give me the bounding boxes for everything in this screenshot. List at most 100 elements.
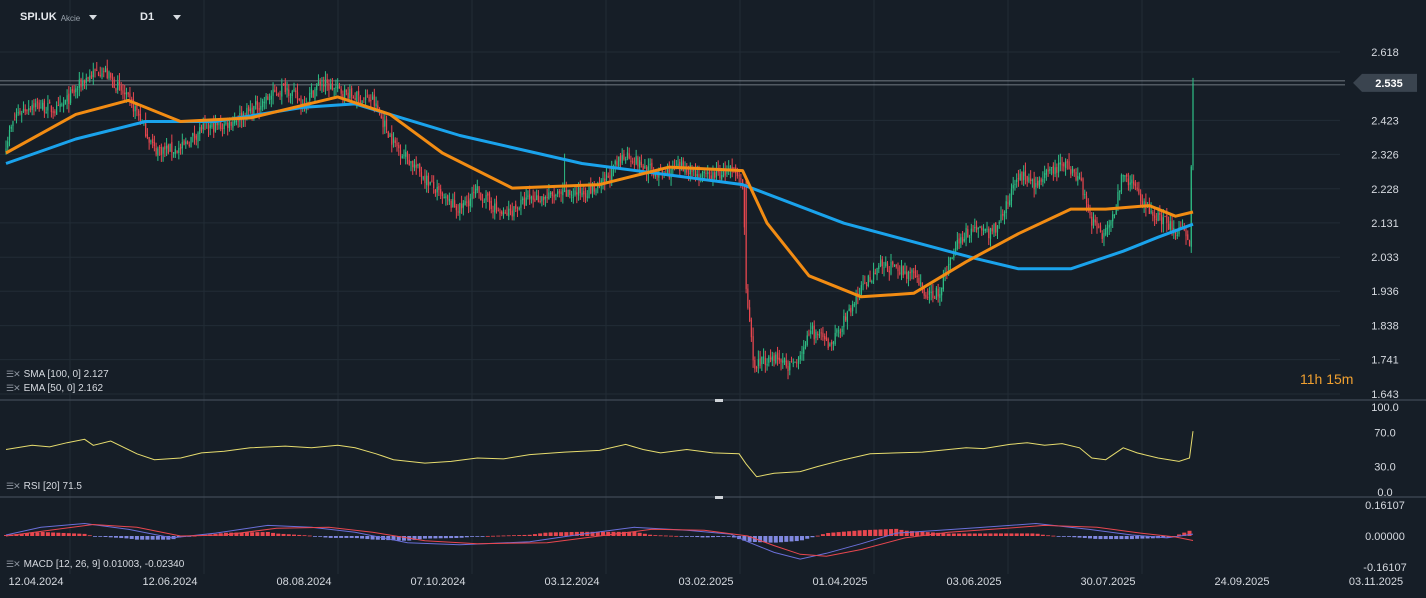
candle <box>644 165 646 169</box>
candle <box>618 156 620 167</box>
candle <box>246 107 248 119</box>
date-axis-label: 30.07.2025 <box>1080 576 1135 588</box>
candle <box>50 105 52 113</box>
candle <box>406 152 409 159</box>
candle <box>860 285 862 295</box>
candle <box>380 115 382 118</box>
candle <box>724 168 726 176</box>
settings-icon[interactable]: ☰✕ <box>6 369 21 379</box>
candle <box>267 96 269 100</box>
symbol-selector[interactable]: SPI.UK Akcie <box>20 11 98 23</box>
candle <box>789 362 791 371</box>
candle <box>321 84 323 86</box>
candle <box>1012 185 1014 189</box>
candle <box>471 192 473 200</box>
candle <box>43 100 46 113</box>
candle <box>811 326 814 330</box>
macd-histogram-bar <box>82 533 87 536</box>
candle <box>150 140 152 142</box>
candle <box>916 275 918 278</box>
candle <box>33 103 35 108</box>
candle <box>412 160 414 168</box>
candle <box>543 196 545 201</box>
macd-histogram-bar <box>386 536 391 541</box>
candle <box>696 174 698 177</box>
candle <box>698 174 700 179</box>
candle <box>152 138 154 144</box>
macd-histogram-bar <box>333 536 338 538</box>
candle <box>1050 167 1053 169</box>
candle <box>562 189 564 196</box>
candle <box>1037 180 1039 186</box>
macd-legend[interactable]: ☰✕ MACD [12, 26, 9] 0.01003, -0.02340 <box>6 559 184 570</box>
candle <box>885 262 887 266</box>
candle <box>324 79 327 87</box>
candle <box>438 185 440 191</box>
candle <box>363 98 365 100</box>
candle <box>413 164 416 169</box>
candle <box>1148 205 1150 215</box>
settings-icon[interactable]: ☰✕ <box>6 481 21 491</box>
candle <box>1024 170 1027 177</box>
sma-legend[interactable]: ☰✕ SMA [100, 0] 2.127 <box>6 369 109 380</box>
candle <box>373 94 375 106</box>
candle <box>99 74 101 76</box>
candle <box>431 180 433 182</box>
candle <box>185 141 187 145</box>
ema-legend[interactable]: ☰✕ EMA [50, 0] 2.162 <box>6 383 103 394</box>
macd-histogram-bar <box>302 535 307 537</box>
macd-histogram-bar <box>297 534 302 536</box>
candle <box>495 201 498 210</box>
pane-resize-handle <box>715 399 723 402</box>
candle <box>300 98 302 107</box>
candle <box>351 88 353 97</box>
candle <box>82 80 84 87</box>
candle <box>174 148 176 154</box>
macd-histogram-bar <box>417 536 422 540</box>
candle <box>478 186 480 193</box>
macd-histogram-bar <box>799 536 804 541</box>
date-axis-label: 01.04.2025 <box>812 576 867 588</box>
candle <box>403 154 405 156</box>
candle <box>309 92 311 101</box>
candle <box>1071 168 1074 174</box>
candle <box>223 124 225 130</box>
candle <box>841 328 843 332</box>
candle <box>21 113 23 115</box>
candle <box>680 162 683 170</box>
candle <box>1026 176 1028 182</box>
candle <box>506 212 508 216</box>
candle <box>988 228 990 239</box>
candle <box>556 191 559 195</box>
candle <box>515 204 517 209</box>
candle <box>972 229 974 231</box>
candle <box>733 168 735 170</box>
candle <box>364 97 367 101</box>
candle <box>17 112 19 114</box>
candle <box>766 363 768 366</box>
candle <box>401 155 403 159</box>
candle <box>764 358 766 365</box>
candle <box>172 152 175 154</box>
candle <box>232 121 234 128</box>
rsi-legend[interactable]: ☰✕ RSI [20] 71.5 <box>6 481 82 492</box>
candle <box>565 189 567 197</box>
candle <box>1045 170 1047 175</box>
candle <box>1010 189 1013 201</box>
candle <box>298 98 300 100</box>
settings-icon[interactable]: ☰✕ <box>6 559 21 569</box>
timeframe-selector[interactable]: D1 <box>140 11 182 23</box>
candle <box>213 122 215 133</box>
candle <box>255 101 257 105</box>
candle <box>490 200 492 209</box>
candle <box>335 87 337 89</box>
candle <box>797 358 800 363</box>
candle <box>1068 161 1070 170</box>
settings-icon[interactable]: ☰✕ <box>6 383 21 393</box>
candle <box>626 152 629 158</box>
candle <box>1188 240 1191 246</box>
candle <box>708 172 711 175</box>
candle <box>785 360 787 367</box>
candle <box>534 198 536 202</box>
